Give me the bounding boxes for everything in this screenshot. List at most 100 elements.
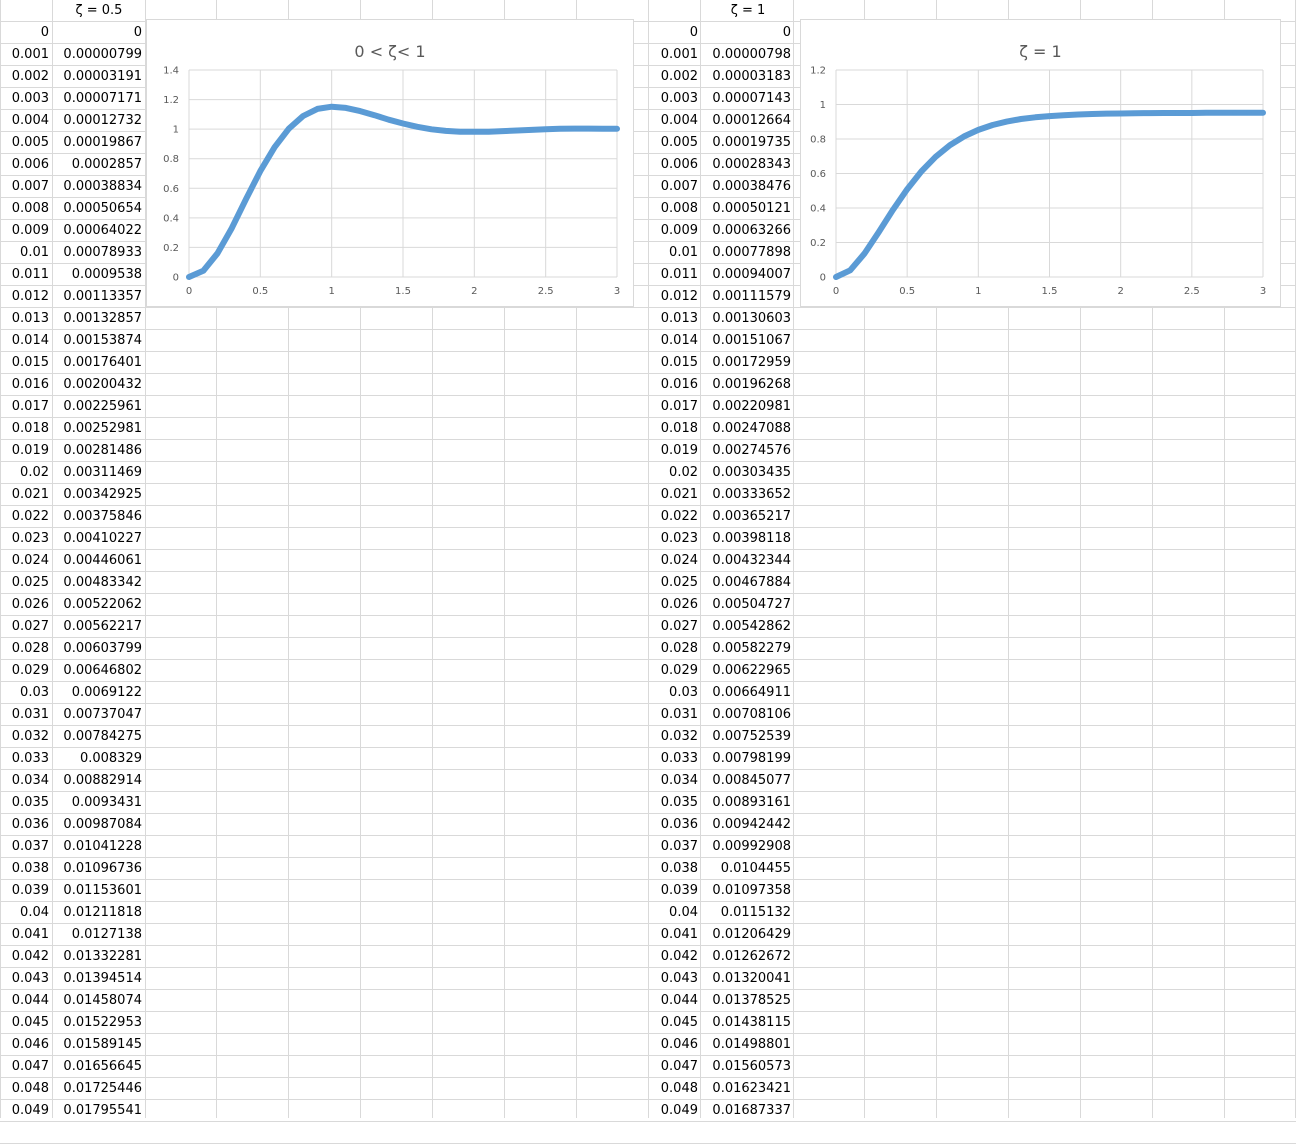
- time-cell[interactable]: 0.023: [660, 531, 698, 546]
- response-value-cell[interactable]: 0.00028343: [712, 157, 791, 172]
- response-value-cell[interactable]: 0.00798199: [712, 751, 791, 766]
- response-value-cell[interactable]: 0.00003191: [63, 69, 142, 84]
- time-cell[interactable]: 0.043: [11, 971, 49, 986]
- time-cell[interactable]: 0.01: [20, 245, 49, 260]
- response-value-cell[interactable]: 0.00130603: [712, 311, 791, 326]
- time-cell[interactable]: 0.029: [11, 663, 49, 678]
- response-value-cell[interactable]: 0.00398118: [712, 531, 791, 546]
- time-cell[interactable]: 0.045: [660, 1015, 698, 1030]
- response-value-cell[interactable]: 0.00942442: [712, 817, 791, 832]
- time-cell[interactable]: 0.024: [660, 553, 698, 568]
- response-value-cell[interactable]: 0.01262672: [712, 949, 791, 964]
- response-value-cell[interactable]: 0.00622965: [712, 663, 791, 678]
- response-value-cell[interactable]: 0.00196268: [712, 377, 791, 392]
- response-value-cell[interactable]: 0.00077898: [712, 245, 791, 260]
- response-value-cell[interactable]: 0.00038476: [712, 179, 791, 194]
- time-cell[interactable]: 0.046: [11, 1037, 49, 1052]
- response-value-cell[interactable]: 0.01560573: [712, 1059, 791, 1074]
- time-cell[interactable]: 0.015: [660, 355, 698, 370]
- response-value-cell[interactable]: 0.00012664: [712, 113, 791, 128]
- response-value-cell[interactable]: 0.01320041: [712, 971, 791, 986]
- time-cell[interactable]: 0.001: [11, 47, 49, 62]
- response-value-cell[interactable]: 0.01041228: [63, 839, 142, 854]
- time-cell[interactable]: 0.012: [660, 289, 698, 304]
- response-value-cell[interactable]: 0.00542862: [712, 619, 791, 634]
- response-value-cell[interactable]: 0.01394514: [63, 971, 142, 986]
- time-cell[interactable]: 0.02: [669, 465, 698, 480]
- response-value-cell[interactable]: 0.00893161: [712, 795, 791, 810]
- time-cell[interactable]: 0.036: [11, 817, 49, 832]
- time-cell[interactable]: 0.02: [20, 465, 49, 480]
- response-value-cell[interactable]: 0.00132857: [63, 311, 142, 326]
- response-value-cell[interactable]: 0.00019867: [63, 135, 142, 150]
- time-cell[interactable]: 0.032: [11, 729, 49, 744]
- step-response-chart-critically-damped[interactable]: ζ = 1 0 0.5 1 1.5 2 2.5 3 0 0.2 0.4 0.6 0.8 1 1.2: [800, 19, 1281, 307]
- response-value-cell[interactable]: 0.00038834: [63, 179, 142, 194]
- response-value-cell[interactable]: 0.00446061: [63, 553, 142, 568]
- time-cell[interactable]: 0.011: [11, 267, 49, 282]
- time-cell[interactable]: 0.044: [660, 993, 698, 1008]
- response-value-cell[interactable]: 0.00007171: [63, 91, 142, 106]
- response-value-cell[interactable]: 0.00012732: [63, 113, 142, 128]
- response-value-cell[interactable]: 0.00582279: [712, 641, 791, 656]
- time-cell[interactable]: 0.017: [11, 399, 49, 414]
- time-cell[interactable]: 0.041: [660, 927, 698, 942]
- response-value-cell[interactable]: 0.01438115: [712, 1015, 791, 1030]
- response-value-cell[interactable]: 0.01589145: [63, 1037, 142, 1052]
- time-cell[interactable]: 0.006: [660, 157, 698, 172]
- response-value-cell[interactable]: 0.00333652: [712, 487, 791, 502]
- time-cell[interactable]: 0.019: [11, 443, 49, 458]
- time-cell[interactable]: 0.039: [11, 883, 49, 898]
- response-value-cell[interactable]: 0.00303435: [712, 465, 791, 480]
- step-response-chart-underdamped[interactable]: 0 < ζ< 1 0 0.5 1 1.5 2 2.5 3 0 0.2 0.4 0.6 0.8 1 1.2 1…: [146, 19, 634, 307]
- time-cell[interactable]: 0.015: [11, 355, 49, 370]
- response-value-cell[interactable]: 0.00247088: [712, 421, 791, 436]
- response-value-cell[interactable]: 0.00111579: [712, 289, 791, 304]
- time-cell[interactable]: 0.033: [11, 751, 49, 766]
- time-cell[interactable]: 0.009: [660, 223, 698, 238]
- time-cell[interactable]: 0.03: [669, 685, 698, 700]
- response-value-cell[interactable]: 0.00003183: [712, 69, 791, 84]
- time-cell[interactable]: 0.021: [11, 487, 49, 502]
- response-value-cell[interactable]: 0.00311469: [63, 465, 142, 480]
- time-cell[interactable]: 0.042: [660, 949, 698, 964]
- response-value-cell[interactable]: 0.0009538: [71, 267, 142, 282]
- response-value-cell[interactable]: 0.00752539: [712, 729, 791, 744]
- response-value-cell[interactable]: 0.01522953: [63, 1015, 142, 1030]
- time-cell[interactable]: 0.016: [11, 377, 49, 392]
- time-cell[interactable]: 0.036: [660, 817, 698, 832]
- time-cell[interactable]: 0.016: [660, 377, 698, 392]
- response-value-cell[interactable]: 0.01211818: [63, 905, 142, 920]
- response-value-cell[interactable]: 0.0104455: [720, 861, 791, 876]
- response-value-cell[interactable]: 0.01795541: [63, 1103, 142, 1118]
- response-value-cell[interactable]: 0.01725446: [63, 1081, 142, 1096]
- time-cell[interactable]: 0.002: [660, 69, 698, 84]
- time-cell[interactable]: 0.022: [660, 509, 698, 524]
- header-cell-zeta-one[interactable]: ζ = 1: [730, 3, 766, 18]
- response-value-cell[interactable]: 0.00007143: [712, 91, 791, 106]
- response-value-cell[interactable]: 0.0093431: [71, 795, 142, 810]
- response-value-cell[interactable]: 0.00646802: [63, 663, 142, 678]
- time-cell[interactable]: 0.037: [660, 839, 698, 854]
- time-cell[interactable]: 0.013: [660, 311, 698, 326]
- response-value-cell[interactable]: 0.00365217: [712, 509, 791, 524]
- response-value-cell[interactable]: 0.0127138: [71, 927, 142, 942]
- time-cell[interactable]: 0.013: [11, 311, 49, 326]
- response-value-cell[interactable]: 0.00172959: [712, 355, 791, 370]
- time-cell[interactable]: 0.009: [11, 223, 49, 238]
- time-cell[interactable]: 0.043: [660, 971, 698, 986]
- time-cell[interactable]: 0.037: [11, 839, 49, 854]
- response-value-cell[interactable]: 0.00220981: [712, 399, 791, 414]
- response-value-cell[interactable]: 0.00153874: [63, 333, 142, 348]
- time-cell[interactable]: 0.031: [660, 707, 698, 722]
- time-cell[interactable]: 0.005: [11, 135, 49, 150]
- time-cell[interactable]: 0: [40, 25, 49, 40]
- time-cell[interactable]: 0.005: [660, 135, 698, 150]
- time-cell[interactable]: 0.003: [660, 91, 698, 106]
- response-value-cell[interactable]: 0.00522062: [63, 597, 142, 612]
- response-value-cell[interactable]: 0.00019735: [712, 135, 791, 150]
- time-cell[interactable]: 0.014: [11, 333, 49, 348]
- response-value-cell[interactable]: 0.0115132: [720, 905, 791, 920]
- response-value-cell[interactable]: 0: [133, 25, 142, 40]
